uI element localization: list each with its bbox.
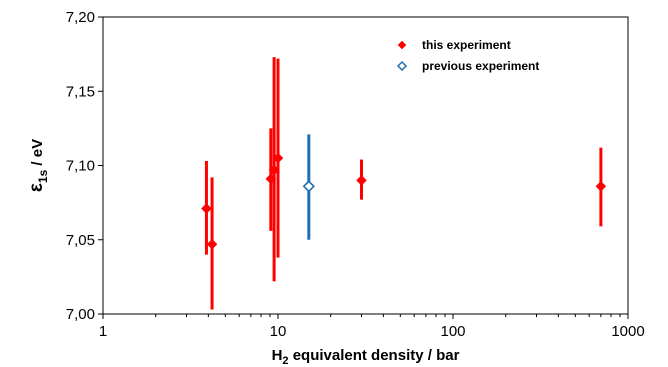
x-tick-label: 1 xyxy=(99,323,107,340)
x-axis-label-pre: H xyxy=(272,347,283,364)
y-axis-label-symbol: ε xyxy=(26,183,47,192)
plot-frame xyxy=(102,16,629,315)
x-tick-label: 1000 xyxy=(611,323,644,340)
y-tick-label: 7,10 xyxy=(66,158,95,175)
series-this-experiment xyxy=(201,57,607,310)
data-point xyxy=(201,203,212,214)
legend-label: this experiment xyxy=(422,38,511,52)
series-previous-experiment xyxy=(302,134,315,240)
y-tick-label: 7,05 xyxy=(66,232,95,249)
x-axis-label: H2 equivalent density / bar xyxy=(272,347,460,367)
y-tick-label: 7,00 xyxy=(66,306,95,323)
data-point xyxy=(595,180,607,192)
legend-label: previous experiment xyxy=(422,59,539,73)
y-tick-label: 7,20 xyxy=(66,9,95,26)
y-tick-label: 7,15 xyxy=(66,83,95,100)
x-tick-label: 10 xyxy=(270,323,287,340)
y-axis-label-post: / eV xyxy=(29,139,46,170)
data-point xyxy=(356,174,367,186)
y-axis-label: ε1s / eV xyxy=(26,139,50,192)
data-point xyxy=(265,173,277,185)
data-point xyxy=(268,164,280,176)
data-point xyxy=(302,180,315,193)
legend-marker xyxy=(397,40,407,50)
data-point xyxy=(206,238,218,250)
legend-marker xyxy=(396,60,408,72)
data-point xyxy=(272,152,284,164)
x-axis-label-sub: 2 xyxy=(282,355,288,367)
x-axis-label-post: equivalent density / bar xyxy=(289,347,460,364)
y-axis-label-sub: 1s xyxy=(36,169,50,183)
x-tick-label: 100 xyxy=(440,323,465,340)
